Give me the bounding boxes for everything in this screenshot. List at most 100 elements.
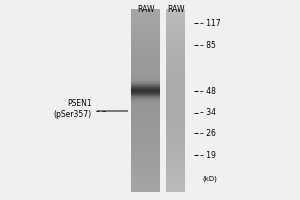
Bar [131, 191, 160, 192]
Bar [131, 172, 160, 173]
Bar [166, 117, 185, 118]
Bar [166, 184, 185, 185]
Bar [131, 148, 160, 149]
Bar [131, 94, 160, 95]
Bar [166, 69, 185, 70]
Bar [131, 153, 160, 154]
Bar [131, 152, 160, 153]
Bar [166, 48, 185, 49]
Bar [166, 190, 185, 191]
Bar [131, 155, 160, 156]
Bar [166, 65, 185, 66]
Bar [131, 16, 160, 17]
Bar [131, 189, 160, 190]
Bar [166, 116, 185, 117]
Bar [166, 147, 185, 148]
Bar [131, 168, 160, 169]
Bar [131, 186, 160, 187]
Bar [131, 116, 160, 117]
Bar [131, 170, 160, 171]
Bar [166, 88, 185, 89]
Bar [166, 181, 185, 182]
Bar [131, 37, 160, 38]
Bar [131, 128, 160, 129]
Bar [131, 161, 160, 162]
Bar [166, 67, 185, 68]
Bar [131, 31, 160, 32]
Bar [166, 97, 185, 98]
Bar [131, 38, 160, 39]
Bar [131, 97, 160, 98]
Bar [166, 168, 185, 169]
Bar [131, 50, 160, 51]
Bar [131, 33, 160, 34]
Bar [166, 92, 185, 93]
Bar [166, 106, 185, 107]
Bar [166, 128, 185, 129]
Bar [166, 184, 185, 185]
Bar [131, 186, 160, 187]
Bar [166, 99, 185, 100]
Bar [166, 159, 185, 160]
Bar [166, 33, 185, 34]
Bar [131, 83, 160, 84]
Bar [166, 125, 185, 126]
Bar [131, 32, 160, 33]
Bar [131, 84, 160, 85]
Bar [131, 174, 160, 175]
Bar [166, 27, 185, 28]
Bar [131, 165, 160, 166]
Bar [166, 85, 185, 86]
Bar [131, 18, 160, 19]
Bar [166, 24, 185, 25]
Bar [131, 171, 160, 172]
Bar [131, 159, 160, 160]
Bar [131, 75, 160, 76]
Bar [166, 133, 185, 134]
Bar [166, 63, 185, 64]
Bar [166, 10, 185, 11]
Bar [166, 160, 185, 161]
Text: RAW: RAW [137, 5, 154, 14]
Bar [166, 177, 185, 178]
Bar [166, 51, 185, 52]
Bar [131, 102, 160, 103]
Text: – 48: – 48 [200, 87, 215, 96]
Bar [131, 150, 160, 151]
Bar [166, 154, 185, 155]
Bar [166, 32, 185, 33]
Bar [166, 119, 185, 120]
Bar [166, 146, 185, 147]
Bar [131, 32, 160, 33]
Bar [131, 112, 160, 113]
Bar [131, 70, 160, 71]
Bar [131, 49, 160, 50]
Bar [131, 12, 160, 13]
Bar [131, 178, 160, 179]
Bar [131, 140, 160, 141]
Bar [166, 180, 185, 181]
Bar [166, 16, 185, 17]
Text: – 26: – 26 [200, 129, 215, 138]
Bar [166, 155, 185, 156]
Bar [131, 100, 160, 101]
Bar [131, 123, 160, 124]
Bar [131, 154, 160, 155]
Text: RAW: RAW [167, 5, 184, 14]
Bar [166, 119, 185, 120]
Bar [166, 49, 185, 50]
Bar [166, 34, 185, 35]
Bar [131, 86, 160, 87]
Bar [166, 60, 185, 61]
Bar [131, 122, 160, 123]
Bar [131, 21, 160, 22]
Bar [131, 182, 160, 183]
Bar [131, 46, 160, 47]
Bar [166, 66, 185, 67]
Bar [131, 13, 160, 14]
Bar [166, 152, 185, 153]
Bar [131, 156, 160, 157]
Bar [131, 141, 160, 142]
Bar [166, 129, 185, 130]
Bar [166, 84, 185, 85]
